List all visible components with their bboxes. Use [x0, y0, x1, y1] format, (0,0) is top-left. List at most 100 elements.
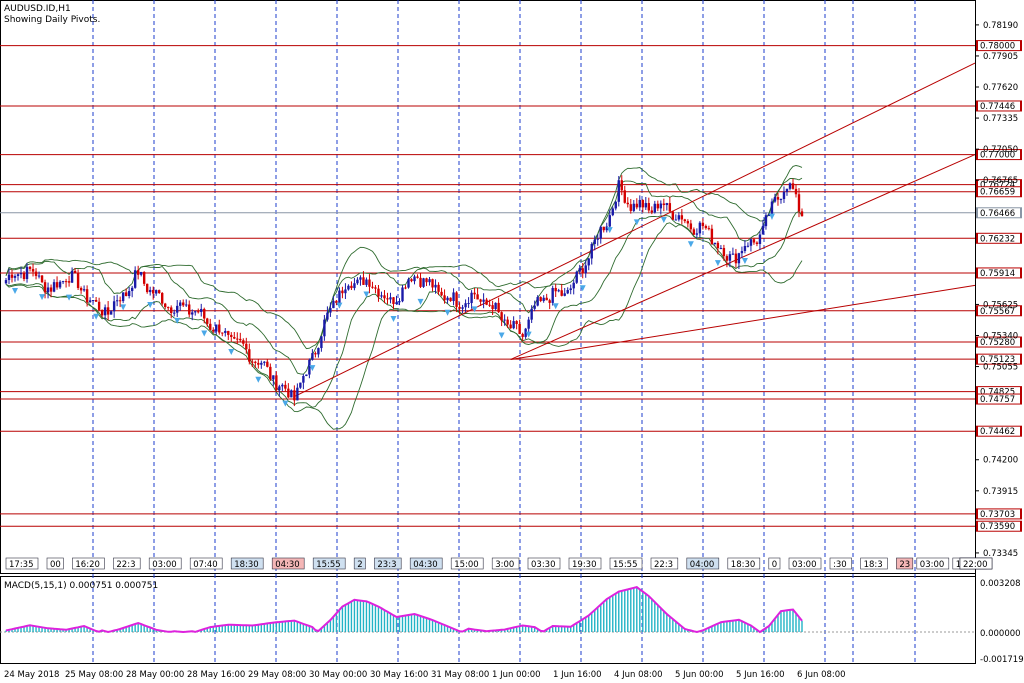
- candle-bull: [527, 319, 530, 329]
- candle-bull: [719, 247, 723, 249]
- fractal-down-arrow: [66, 294, 73, 301]
- candle-bear: [218, 324, 221, 333]
- candle-bear: [145, 283, 149, 293]
- candle-bear: [136, 270, 140, 275]
- candle-bear: [689, 223, 693, 230]
- current-price-label: 0.76466: [980, 209, 1015, 219]
- candle-bull: [133, 270, 137, 288]
- candle-bull: [428, 279, 431, 283]
- candle-bear: [506, 319, 509, 325]
- candle-bull: [356, 279, 359, 284]
- candle-bull: [121, 292, 125, 302]
- y-tick-label: 0.75625: [983, 300, 1018, 310]
- candle-bear: [479, 299, 482, 302]
- candle-bear: [794, 188, 798, 195]
- band-dn: [5, 222, 803, 430]
- candle-bull: [782, 191, 786, 200]
- candle-bear: [497, 302, 500, 313]
- candle-bull: [512, 321, 515, 329]
- candle-bear: [383, 295, 386, 299]
- candle-bull: [82, 289, 86, 291]
- candle-bull: [785, 188, 789, 192]
- candle-bull: [148, 289, 152, 293]
- candle-bull: [272, 375, 275, 380]
- candle-bull: [713, 242, 717, 244]
- candle-bull: [191, 312, 194, 315]
- x-tick-label: 28 May 00:00: [126, 670, 184, 680]
- bollinger-bands: [5, 165, 803, 430]
- candle-bull: [749, 239, 753, 246]
- candle-bull: [764, 215, 768, 227]
- candle-bear: [350, 285, 353, 289]
- candle-bear: [791, 183, 795, 189]
- candle-bear: [269, 366, 272, 380]
- fractal-down-arrow: [174, 317, 181, 324]
- candle-bear: [236, 338, 239, 340]
- x-tick-label: 1 Jun 16:00: [553, 670, 602, 680]
- candle-bear: [581, 268, 584, 274]
- pivot-level-label: 0.74825: [980, 388, 1015, 398]
- candle-bear: [722, 247, 726, 257]
- candle-bull: [353, 283, 356, 289]
- time-marker-label: 22:00: [963, 560, 988, 570]
- candle-bear: [374, 287, 377, 289]
- candle-bear: [73, 270, 77, 273]
- candle-bull: [596, 238, 599, 240]
- candle-bull: [698, 222, 702, 234]
- candle-bull: [4, 280, 8, 284]
- candle-bear: [437, 284, 440, 292]
- candle-bear: [284, 384, 287, 389]
- candle-bull: [731, 253, 735, 255]
- candle-bear: [142, 271, 146, 284]
- price-pane-frame: [0, 0, 976, 574]
- time-marker-label: 3:00: [495, 560, 514, 570]
- x-tick-label: 31 May 08:00: [431, 670, 489, 680]
- candle-bull: [263, 361, 266, 363]
- candle-bull: [599, 226, 602, 239]
- y-tick-label: 0.75055: [983, 363, 1018, 373]
- candle-bear: [545, 297, 548, 301]
- candle-bear: [100, 309, 104, 316]
- time-marker-box: [189, 557, 223, 570]
- pivot-subtitle: Showing Daily Pivots.: [4, 15, 100, 25]
- candle-bull: [25, 266, 29, 280]
- fractal-down-arrow: [417, 298, 424, 305]
- candle-bear: [164, 303, 167, 308]
- time-marker-box: [768, 557, 781, 570]
- trendline: [510, 284, 976, 360]
- candle-bull: [572, 282, 575, 289]
- time-marker-box: [727, 557, 761, 570]
- fractal-down-arrow: [390, 316, 397, 323]
- pivot-level-tag-inner: [978, 394, 1020, 404]
- time-marker-box: [312, 557, 346, 570]
- fractal-down-arrow: [768, 213, 775, 220]
- time-marker-box: [650, 557, 679, 570]
- candle-bull: [464, 303, 467, 308]
- candle-bull: [344, 289, 347, 294]
- y-tick-label: 0.73345: [983, 549, 1018, 559]
- fractal-down-arrow: [498, 332, 505, 339]
- price-axis: 0.78190 0.77905 0.77620 0.77335 0.77050 0.767…: [975, 21, 1018, 559]
- pivot-level-label: 0.75914: [980, 269, 1015, 279]
- candle-bull: [740, 251, 744, 254]
- fractal-down-arrow: [633, 219, 640, 226]
- y-tick-label: 0.77050: [983, 145, 1018, 155]
- candle-bear: [94, 299, 98, 302]
- trendline: [294, 62, 976, 397]
- y-tick-label: 0.77335: [983, 114, 1018, 124]
- candle-bull: [533, 305, 536, 309]
- time-marker-label: 18:3: [864, 560, 883, 570]
- candle-bull: [365, 279, 368, 285]
- y-tick-label: 0.73915: [983, 487, 1018, 497]
- pivot-level-tag-inner: [978, 150, 1020, 160]
- candle-bear: [707, 228, 711, 230]
- fractal-down-arrow: [471, 306, 478, 313]
- candle-bear: [151, 289, 155, 294]
- candle-bear: [449, 297, 452, 302]
- vertical-grid: [92, 0, 916, 664]
- pivot-level-tag-inner: [978, 233, 1020, 243]
- fractal-down-arrow: [579, 285, 586, 292]
- candle-bull: [130, 287, 134, 292]
- candle-bear: [197, 311, 200, 313]
